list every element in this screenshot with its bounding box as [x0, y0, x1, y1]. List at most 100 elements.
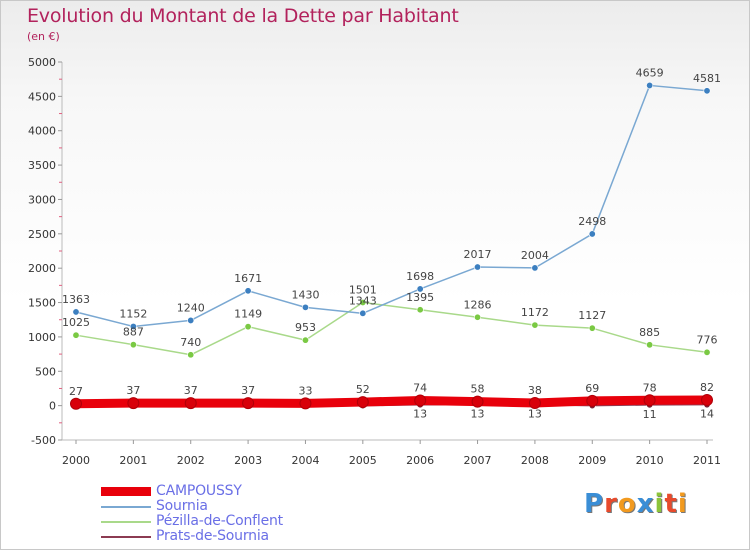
data-label: 13: [471, 408, 485, 421]
x-tick-label: 2006: [406, 454, 434, 467]
data-label: 13: [413, 408, 427, 421]
x-tick-label: 2011: [693, 454, 721, 467]
legend-label-campoussy: CAMPOUSSY: [156, 483, 242, 499]
y-tick-label: 2500: [28, 228, 56, 241]
data-label: 27: [69, 385, 83, 398]
data-label: 52: [356, 383, 370, 396]
data-label: 2498: [578, 215, 606, 228]
data-point: [184, 397, 197, 410]
data-label: 1172: [521, 306, 549, 319]
data-point: [244, 287, 252, 295]
data-point: [359, 309, 367, 317]
data-label: 4659: [636, 66, 664, 79]
data-label: 1430: [291, 288, 319, 301]
data-point: [474, 313, 482, 321]
data-point: [356, 396, 369, 409]
data-label: 1149: [234, 308, 262, 321]
y-tick-label: 4500: [28, 90, 56, 103]
logo-letter: i: [654, 489, 665, 519]
data-label: 82: [700, 381, 714, 394]
logo-letter: i: [677, 489, 688, 519]
logo-letter: t: [664, 489, 678, 519]
data-point: [242, 397, 255, 410]
logo-letter: x: [636, 489, 655, 519]
data-point: [416, 306, 424, 314]
data-point: [416, 285, 424, 293]
data-point: [301, 336, 309, 344]
data-label: 2017: [464, 248, 492, 261]
legend-swatch-pezilla: [101, 521, 151, 523]
x-tick-label: 2010: [636, 454, 664, 467]
data-label: 1395: [406, 291, 434, 304]
data-point: [703, 87, 711, 95]
y-tick-label: 1500: [28, 297, 56, 310]
data-point: [127, 397, 140, 410]
y-tick-label: 5000: [28, 56, 56, 69]
data-point: [72, 331, 80, 339]
data-point: [531, 321, 539, 329]
data-point: [187, 316, 195, 324]
data-label: 1127: [578, 309, 606, 322]
x-tick-label: 2009: [578, 454, 606, 467]
data-point: [414, 394, 427, 407]
series-line-0: [71, 395, 712, 409]
data-point: [471, 395, 484, 408]
data-label: 78: [643, 381, 657, 394]
data-label: 37: [184, 384, 198, 397]
y-tick-label: 0: [49, 400, 56, 413]
legend-label-sournia: Sournia: [156, 498, 208, 514]
data-label: 1152: [119, 307, 147, 320]
y-tick-label: 1000: [28, 331, 56, 344]
data-label: 4581: [693, 72, 721, 85]
x-tick-label: 2003: [234, 454, 262, 467]
data-label: 1025: [62, 316, 90, 329]
data-label: 11: [643, 408, 657, 421]
y-tick-label: 2000: [28, 262, 56, 275]
legend-swatch-campoussy: [101, 487, 151, 496]
y-tick-label: 3000: [28, 193, 56, 206]
data-label: 1698: [406, 270, 434, 283]
data-label: 953: [295, 321, 316, 334]
data-label: 2004: [521, 249, 549, 262]
series-line-1: [75, 84, 708, 328]
proxiti-logo: Proxiti: [584, 489, 688, 519]
data-label: 776: [697, 333, 718, 346]
legend-swatch-sournia: [101, 506, 151, 508]
data-label: 1286: [464, 298, 492, 311]
data-label: 74: [413, 382, 427, 395]
data-point: [129, 322, 137, 330]
data-point: [588, 230, 596, 238]
legend-label-pezilla: Pézilla-de-Conflent: [156, 513, 283, 529]
data-point: [646, 81, 654, 89]
data-point: [129, 341, 137, 349]
data-point: [244, 323, 252, 331]
data-label: 1240: [177, 301, 205, 314]
data-point: [588, 324, 596, 332]
data-label: 887: [123, 326, 144, 339]
data-point: [646, 341, 654, 349]
data-label: 1343: [349, 294, 377, 307]
data-point: [299, 397, 312, 410]
data-point: [643, 394, 656, 407]
data-point: [701, 394, 713, 407]
x-tick-label: 2000: [62, 454, 90, 467]
logo-letter: r: [604, 489, 618, 519]
data-label: 1501: [349, 283, 377, 296]
data-label: 69: [585, 382, 599, 395]
x-tick-label: 2002: [177, 454, 205, 467]
legend-label-prats: Prats-de-Sournia: [156, 528, 269, 544]
data-label: 33: [298, 384, 312, 397]
data-label: 37: [126, 384, 140, 397]
y-tick-label: -500: [31, 434, 56, 447]
series-line-2: [75, 301, 708, 356]
legend-swatch-prats: [101, 536, 151, 538]
x-tick-label: 2004: [291, 454, 319, 467]
data-point: [301, 303, 309, 311]
data-label: 58: [471, 383, 485, 396]
x-tick-label: 2001: [119, 454, 147, 467]
chart-subtitle: (en €): [27, 30, 60, 43]
data-point: [703, 348, 711, 356]
data-label: 1363: [62, 293, 90, 306]
